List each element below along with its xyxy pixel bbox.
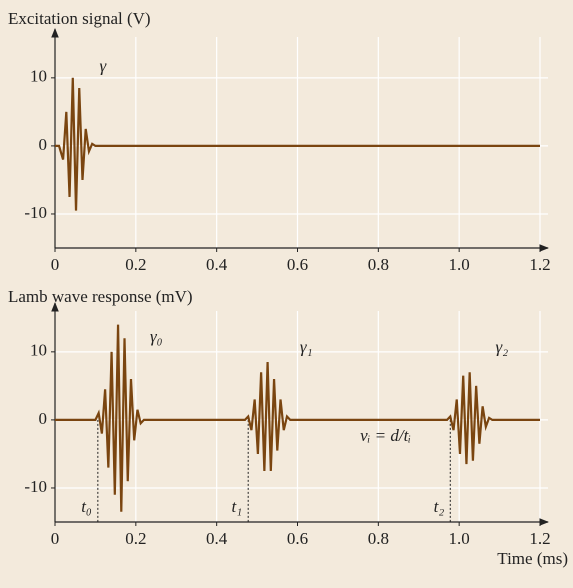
x-tick-label: 0.6 (287, 529, 308, 548)
x-tick-label: 0.2 (125, 255, 146, 274)
x-tick-label: 0.8 (368, 529, 389, 548)
x-tick-label: 0.6 (287, 255, 308, 274)
y-tick-label: 0 (39, 409, 48, 428)
x-tick-label: 1.2 (529, 255, 550, 274)
x-tick-label: 0.2 (125, 529, 146, 548)
x-tick-label: 0 (51, 529, 60, 548)
x-tick-label: 0.4 (206, 255, 228, 274)
x-tick-label: 1.0 (449, 529, 470, 548)
line-series (55, 324, 540, 512)
annotation: vᵢ = d/tᵢ (360, 426, 411, 445)
time-marker-label: t₂ (434, 497, 445, 516)
x-tick-label: 1.2 (529, 529, 550, 548)
x-tick-label: 0.8 (368, 255, 389, 274)
x-tick-label: 1.0 (449, 255, 470, 274)
y-tick-label: 10 (30, 67, 47, 86)
y-tick-label: 0 (39, 135, 48, 154)
annotation: γ₂ (496, 337, 509, 356)
x-tick-label: 0 (51, 255, 60, 274)
x-axis-label: Time (ms) (497, 549, 568, 568)
chart-title: Lamb wave response (mV) (8, 287, 193, 306)
annotation: γ (99, 57, 107, 76)
y-tick-label: -10 (24, 203, 47, 222)
y-tick-label: -10 (24, 477, 47, 496)
y-tick-label: 10 (30, 341, 47, 360)
x-tick-label: 0.4 (206, 529, 228, 548)
annotation: γ₁ (300, 337, 313, 356)
line-series (55, 77, 540, 211)
time-marker-label: t₁ (232, 497, 243, 516)
annotation: γ₀ (150, 327, 163, 346)
chart-title: Excitation signal (V) (8, 9, 151, 28)
time-marker-label: t₀ (81, 497, 92, 516)
